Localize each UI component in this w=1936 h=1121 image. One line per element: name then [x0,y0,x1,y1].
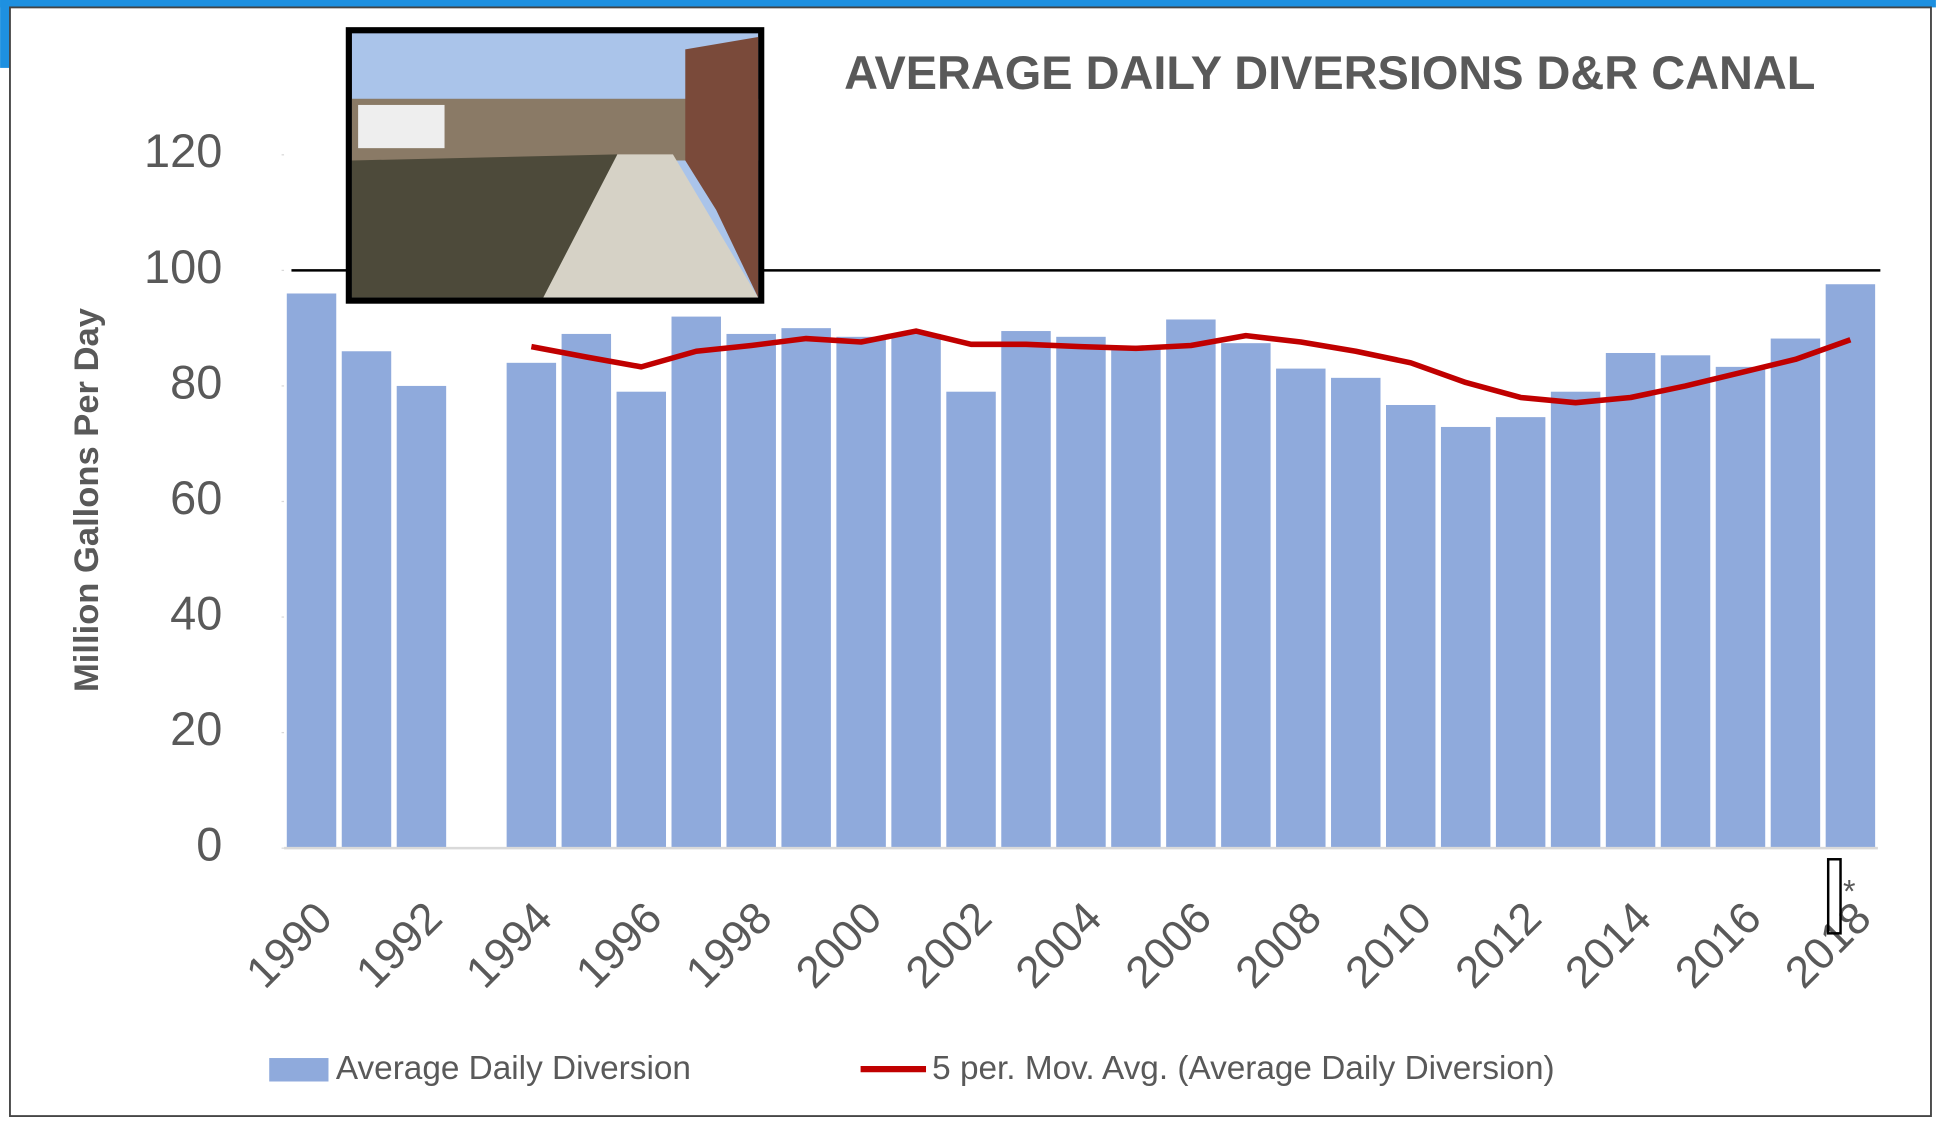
bar [1550,391,1601,849]
bar [341,351,392,849]
y-axis-label: Million Gallons Per Day [68,307,106,692]
bar [891,333,941,849]
bar [836,336,886,849]
bar [506,362,557,849]
bar [616,391,667,849]
bar [1440,426,1491,849]
legend-label: Average Daily Diversion [336,1050,691,1087]
photo [345,27,765,304]
y-tick-label: 120 [144,125,222,177]
bar [1660,355,1711,849]
bar [1056,336,1106,849]
moving-average-line [530,328,1852,406]
photo-water [351,154,618,298]
y-tick-label: 0 [196,819,222,871]
legend-label: 5 per. Mov. Avg. (Average Daily Diversio… [932,1050,1554,1087]
bar [1276,368,1326,849]
bar [1495,417,1546,849]
bar [1825,284,1876,849]
legend-swatch [269,1058,329,1082]
annotation-box [1826,858,1842,935]
window-edge [0,0,1936,8]
legend: Average Daily Diversion 5 per. Mov. Avg. … [269,1050,1555,1087]
y-tick-label: 80 [170,356,222,408]
bar [1001,331,1051,849]
bar [781,328,831,849]
bar [1715,366,1766,849]
annotation: * [1843,873,1855,909]
photo-building [685,37,759,298]
y-tick-label: 100 [144,241,222,293]
bar [1221,343,1271,849]
bar [1111,345,1161,849]
bar [1605,352,1656,849]
bar [561,333,612,849]
bar [946,391,996,849]
bar [396,385,447,849]
y-tick-label: 20 [170,703,222,755]
y-tick-label: 40 [170,587,222,639]
photo-path [543,154,759,298]
window-edge [0,0,10,68]
chart-title: AVERAGE DAILY DIVERSIONS D&R CANAL [844,47,1815,99]
bar [671,316,721,849]
bar [1331,377,1381,849]
photo-house [358,104,445,149]
bar [1385,404,1436,849]
chart-frame [9,6,1932,1117]
y-tick-label: 60 [170,472,222,524]
bar [1770,338,1821,849]
bar [286,293,337,849]
bar [726,333,776,849]
bar [1166,319,1216,849]
